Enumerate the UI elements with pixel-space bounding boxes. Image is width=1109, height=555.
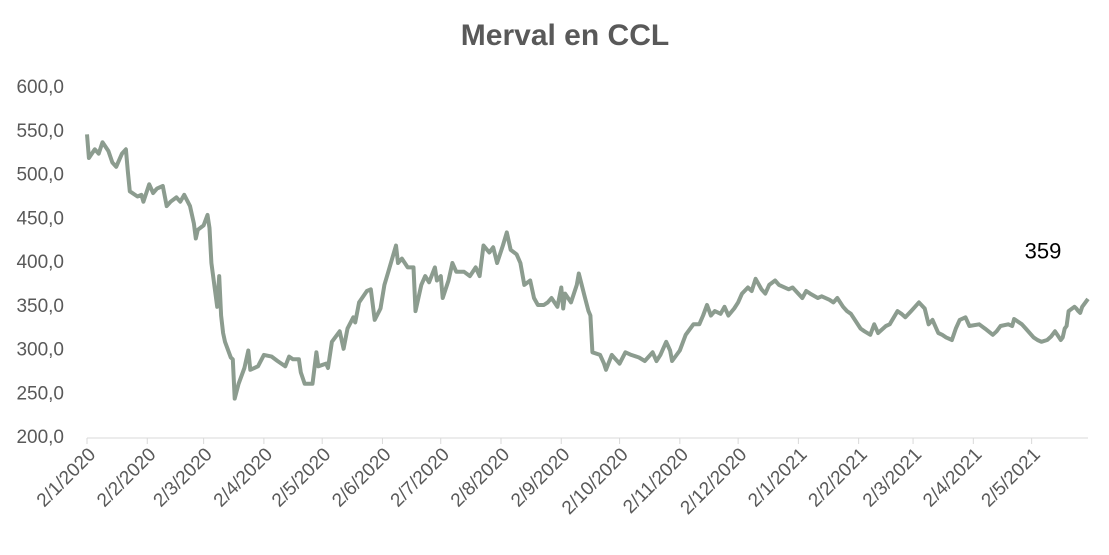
y-tick-label: 300,0	[16, 340, 64, 361]
x-tick-label: 2/8/2020	[447, 444, 514, 511]
y-tick-label: 450,0	[16, 208, 64, 229]
data-label: 359	[1025, 239, 1062, 264]
x-tick-label: 2/3/2021	[859, 444, 926, 511]
y-tick-label: 600,0	[16, 77, 64, 98]
line	[85, 134, 1090, 401]
x-tick-label: 2/5/2020	[268, 444, 335, 511]
chart-title: Merval en CCL	[461, 19, 669, 52]
x-tick-label: 2/5/2021	[978, 444, 1045, 511]
x-tick-label: 2/6/2020	[328, 444, 395, 511]
y-tick-label: 550,0	[16, 121, 64, 142]
x-tick-label: 2/2/2021	[805, 444, 872, 511]
x-tick-label: 2/4/2021	[919, 444, 986, 511]
x-tick-label: 2/2/2020	[93, 444, 160, 511]
x-tick-label: 2/7/2020	[387, 444, 454, 511]
y-tick-label: 250,0	[16, 383, 64, 404]
y-tick-label: 500,0	[16, 165, 64, 186]
x-tick-label: 2/1/2020	[33, 444, 100, 511]
y-tick-label: 200,0	[16, 427, 64, 448]
y-tick-label: 350,0	[16, 296, 64, 317]
x-tick-label: 2/1/2021	[744, 444, 811, 511]
y-tick-label: 400,0	[16, 252, 64, 273]
x-tick-label: 2/3/2020	[150, 444, 217, 511]
x-tick-label: 2/4/2020	[210, 444, 277, 511]
